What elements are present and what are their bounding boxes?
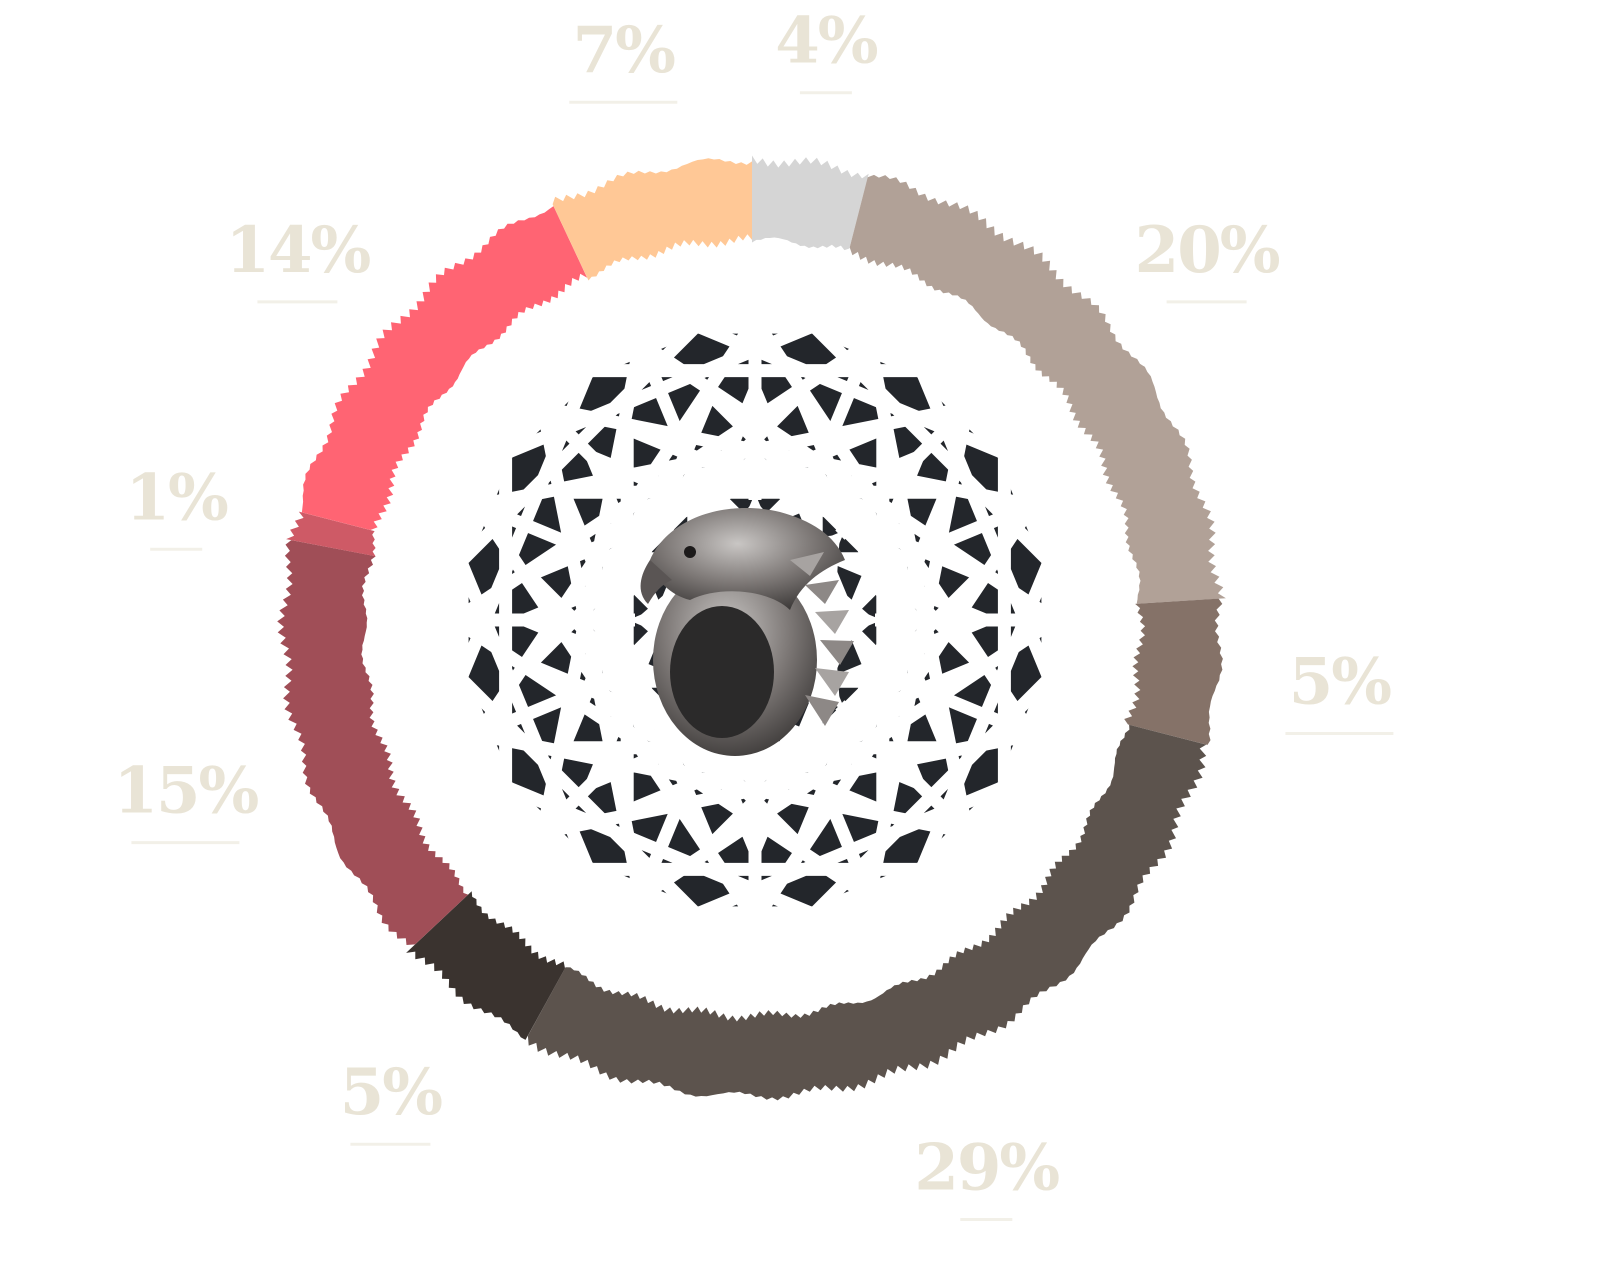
donut-segment (301, 206, 588, 530)
donut-segment (752, 155, 869, 251)
falcon-feather (805, 580, 839, 604)
star-lattice-spoke (634, 340, 716, 512)
star-lattice-spoke (475, 659, 647, 741)
donut-segment (286, 511, 376, 557)
star-lattice-spoke (863, 499, 1035, 581)
percent-label: 15% (113, 754, 258, 829)
star-lattice-spoke (835, 403, 972, 540)
percent-label: 7% (573, 13, 676, 88)
star-lattice-spoke (863, 659, 1035, 741)
falcon-beak (640, 560, 672, 604)
donut-ring (277, 155, 1226, 1101)
falcon-feather (805, 695, 839, 726)
percent-label: 20% (1135, 213, 1280, 288)
star-lattice-spoke (475, 499, 647, 581)
donut-segment (849, 174, 1226, 604)
falcon-ring-icon (640, 508, 854, 756)
donut-segment (277, 540, 469, 945)
donut-segment (1124, 598, 1223, 745)
star-lattice-spoke (794, 340, 876, 512)
star-lattice-line (463, 328, 1047, 912)
falcon-feather (790, 552, 824, 576)
falcon-feather (820, 640, 854, 665)
star-lattice-spoke (794, 728, 876, 900)
falcon-feather (815, 610, 849, 634)
star-lattice-spoke (538, 700, 675, 837)
star-lattice-spoke (835, 700, 972, 837)
falcon-feather (815, 668, 849, 696)
percent-label: 5% (1289, 645, 1392, 720)
donut-segment (552, 158, 752, 281)
star-pattern-medallion (463, 328, 1047, 912)
percent-label: 29% (914, 1131, 1059, 1206)
percent-labels: 4% 20% 5% 29% 5% 15% 1% 14% 7% (113, 4, 1394, 1221)
falcon-eye (684, 546, 696, 558)
percent-label: 1% (126, 460, 229, 535)
star-lattice-spoke (634, 728, 716, 900)
percent-label: 5% (340, 1055, 443, 1130)
percent-label: 14% (225, 213, 370, 288)
donut-segment (406, 891, 565, 1040)
percent-label: 4% (775, 4, 878, 79)
falcon-head (650, 508, 845, 610)
donut-segment (527, 724, 1207, 1101)
ring-hole (670, 606, 774, 738)
star-lattice-spoke (538, 403, 675, 540)
